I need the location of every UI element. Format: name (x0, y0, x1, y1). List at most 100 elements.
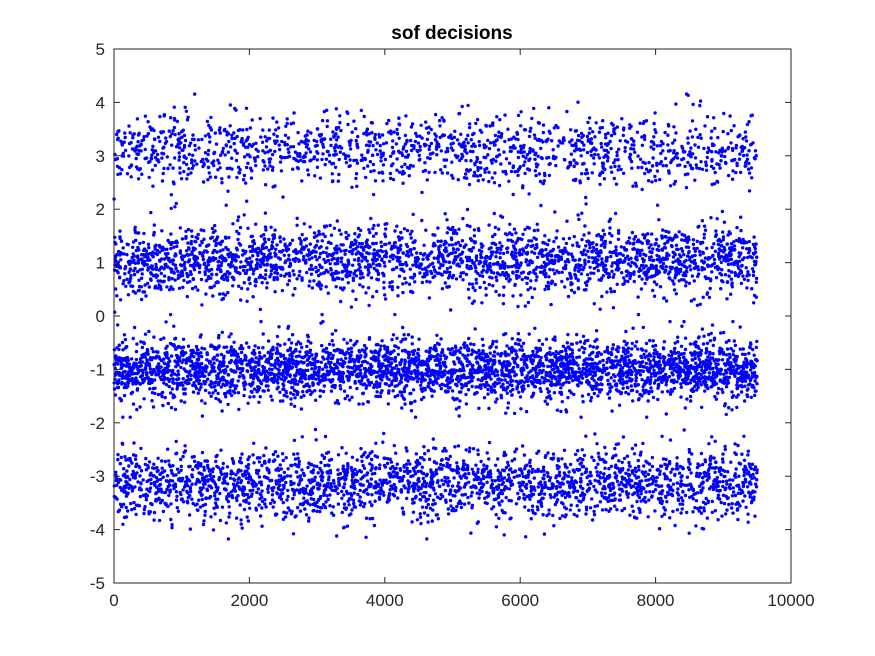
data-point (150, 267, 155, 271)
data-point (317, 368, 321, 373)
data-point (385, 461, 390, 466)
data-point (427, 147, 431, 152)
data-point (203, 513, 207, 517)
data-point (158, 250, 162, 254)
data-point (387, 259, 392, 263)
data-point (421, 257, 425, 261)
data-point (350, 508, 354, 512)
data-point (274, 253, 278, 257)
data-point (376, 342, 380, 347)
data-point (285, 117, 289, 121)
data-point (346, 464, 350, 468)
data-point (188, 270, 193, 274)
data-point (428, 357, 433, 361)
data-point (227, 335, 231, 339)
data-point (402, 227, 407, 231)
data-point (217, 344, 221, 348)
data-point (217, 380, 221, 384)
data-point (364, 346, 368, 350)
data-point (367, 251, 371, 256)
data-point (361, 285, 365, 289)
data-point (281, 458, 285, 463)
data-point (197, 270, 202, 274)
data-point (328, 471, 333, 475)
data-point (236, 494, 240, 498)
data-point (352, 491, 356, 495)
data-point (182, 143, 187, 148)
data-point (405, 383, 409, 388)
data-point (278, 257, 282, 261)
data-point (213, 131, 217, 135)
data-point (380, 339, 384, 343)
data-point (199, 354, 204, 359)
data-point (402, 269, 406, 273)
data-point (172, 125, 177, 130)
data-point (266, 484, 271, 488)
data-point (430, 519, 434, 523)
data-point (443, 360, 447, 364)
data-point (410, 335, 414, 339)
data-point (269, 225, 273, 229)
data-point (377, 497, 382, 501)
data-point (158, 245, 162, 249)
data-point (371, 192, 376, 197)
data-point (344, 506, 349, 510)
data-point (199, 374, 203, 378)
data-point (202, 228, 206, 233)
data-point (356, 145, 360, 150)
data-point (310, 256, 314, 260)
data-point (428, 280, 432, 284)
data-point (193, 159, 197, 163)
data-point (156, 468, 160, 473)
data-point (120, 366, 124, 370)
data-point (324, 224, 329, 228)
data-point (175, 506, 179, 510)
data-point (303, 373, 307, 377)
data-point (287, 258, 291, 262)
data-point (177, 151, 181, 155)
data-point (340, 256, 344, 260)
data-point (177, 158, 181, 162)
data-point (350, 372, 355, 377)
data-point (128, 131, 132, 135)
data-point (145, 363, 149, 367)
data-point (261, 346, 265, 350)
data-point (296, 166, 300, 171)
data-point (410, 253, 414, 257)
data-point (318, 394, 322, 399)
data-point (142, 397, 146, 401)
data-point (188, 487, 193, 491)
data-point (398, 247, 403, 252)
data-point (316, 374, 321, 378)
data-point (230, 167, 234, 171)
data-point (272, 236, 277, 240)
data-point (219, 263, 223, 268)
data-point (188, 527, 193, 531)
data-point (426, 520, 430, 524)
data-point (125, 475, 130, 479)
data-point (362, 248, 366, 252)
data-point (438, 354, 443, 358)
data-point (397, 116, 401, 120)
data-point (418, 515, 423, 519)
data-point (391, 253, 396, 258)
data-point (364, 516, 369, 520)
data-point (208, 140, 212, 144)
data-point (413, 239, 417, 243)
data-point (378, 149, 382, 153)
data-point (181, 358, 185, 362)
data-point (416, 476, 421, 481)
data-point (174, 439, 178, 444)
data-point (419, 383, 423, 388)
data-point (124, 505, 128, 510)
data-point (226, 248, 230, 252)
data-point (287, 279, 291, 283)
data-point (411, 290, 415, 295)
data-point (264, 268, 268, 273)
data-point (303, 507, 307, 511)
data-point (128, 415, 132, 419)
data-point (439, 239, 443, 243)
data-point (188, 141, 193, 145)
data-point (321, 319, 325, 324)
data-point (135, 117, 140, 121)
